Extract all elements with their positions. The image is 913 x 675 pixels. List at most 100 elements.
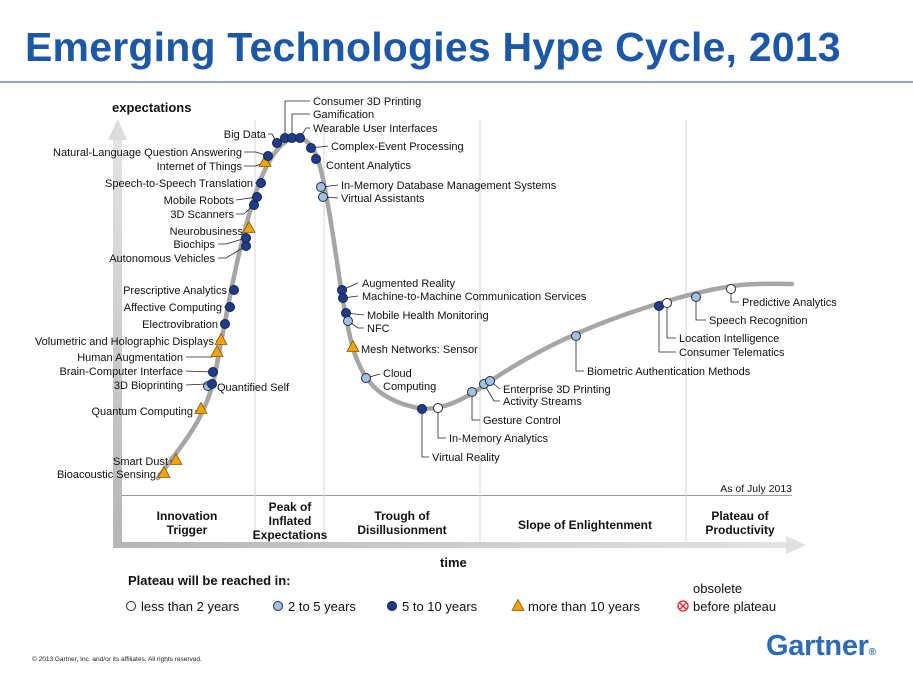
phase-plateau: Plateau of Productivity bbox=[705, 509, 775, 537]
tech-nfc-label: NFC bbox=[367, 323, 390, 335]
tech-content-analytics-label: Content Analytics bbox=[326, 160, 411, 172]
tech-enterprise-3d-printing-label: Enterprise 3D Printing bbox=[503, 384, 611, 396]
phase-peak: Peak of Inflated Expectations bbox=[253, 500, 328, 542]
tech-electrovibration-marker bbox=[220, 319, 230, 329]
registered-mark-icon: ® bbox=[868, 647, 876, 658]
tech-predictive-analytics-marker bbox=[726, 284, 736, 294]
tech-consumer-telematics-leader bbox=[658, 306, 676, 353]
tech-virtual-assistants-label: Virtual Assistants bbox=[341, 193, 425, 205]
tech-autonomous-vehicles-leader bbox=[218, 245, 247, 259]
tech-nfc-marker bbox=[343, 316, 353, 326]
tech-augmented-reality-label: Augmented Reality bbox=[362, 278, 455, 290]
tech-biometric-authentication-methods-marker bbox=[571, 331, 581, 341]
hype-curve bbox=[155, 135, 795, 481]
tech-location-intelligence-marker bbox=[662, 298, 672, 308]
legend-lt2-label: less than 2 years bbox=[141, 599, 240, 614]
legend-2to5-icon bbox=[273, 601, 283, 611]
tech-human-augmentation-marker bbox=[210, 344, 224, 357]
tech-biometric-authentication-methods-label: Biometric Authentication Methods bbox=[587, 366, 751, 378]
tech-affective-computing-label: Affective Computing bbox=[124, 302, 222, 314]
tech-3d-bioprinting-label: 3D Bioprinting bbox=[114, 380, 183, 392]
tech-biometric-authentication-methods-leader bbox=[575, 336, 584, 372]
tech-prescriptive-analytics-label: Prescriptive Analytics bbox=[123, 285, 227, 297]
tech-consumer-3d-printing-leader bbox=[284, 100, 310, 138]
tech-in-memory-analytics-marker bbox=[433, 403, 443, 413]
tech-bioacoustic-sensing-marker bbox=[157, 465, 171, 478]
tech-mesh-networks-sensor-marker bbox=[346, 339, 360, 352]
tech-smart-dust-label: Smart Dust bbox=[113, 456, 168, 468]
tech-in-memory-database-management-systems-marker bbox=[316, 182, 326, 192]
tech-brain-computer-interface-marker bbox=[208, 367, 218, 377]
tech-virtual-reality-leader bbox=[421, 409, 429, 458]
tech-in-memory-analytics-leader bbox=[437, 408, 446, 439]
tech-cloud-computing-label: Cloud Computing bbox=[383, 368, 436, 393]
tech-consumer-3d-printing-label: Consumer 3D Printing bbox=[313, 96, 421, 108]
tech-speech-to-speech-translation-label: Speech-to-Speech Translation bbox=[105, 178, 253, 190]
tech-natural-language-question-answering-marker bbox=[263, 151, 273, 161]
tech-machine-to-machine-communication-services-marker bbox=[338, 293, 348, 303]
legend-gt10-icon bbox=[511, 598, 525, 611]
tech-gesture-control-marker bbox=[467, 387, 477, 397]
tech-human-augmentation-label: Human Augmentation bbox=[77, 352, 183, 364]
legend-obsolete-label: before plateau bbox=[693, 599, 776, 614]
tech-3d-scanners-label: 3D Scanners bbox=[170, 209, 234, 221]
as-of-note: As of July 2013 bbox=[720, 483, 792, 495]
tech-biochips-leader bbox=[218, 237, 247, 245]
tech-gamification-leader bbox=[291, 113, 310, 138]
tech-volumetric-and-holographic-displays-label: Volumetric and Holographic Displays bbox=[35, 336, 215, 348]
x-axis bbox=[113, 495, 806, 554]
tech-autonomous-vehicles-label: Autonomous Vehicles bbox=[109, 253, 215, 265]
tech-gesture-control-leader bbox=[471, 392, 480, 421]
tech-consumer-telematics-label: Consumer Telematics bbox=[679, 347, 785, 359]
phase-innovation: Innovation Trigger bbox=[157, 509, 218, 537]
y-axis bbox=[108, 119, 127, 546]
tech-virtual-reality-marker bbox=[417, 404, 427, 414]
tech-quantified-self-label: Quantified Self bbox=[217, 382, 290, 394]
tech-content-analytics-marker bbox=[311, 154, 321, 164]
tech-bioacoustic-sensing-label: Bioacoustic Sensing bbox=[57, 469, 156, 481]
legend-heading: Plateau will be reached in: bbox=[128, 573, 291, 588]
tech-predictive-analytics-label: Predictive Analytics bbox=[742, 297, 837, 309]
tech-virtual-assistants-marker bbox=[318, 192, 328, 202]
tech-in-memory-analytics-label: In-Memory Analytics bbox=[449, 433, 549, 445]
tech-speech-recognition-marker bbox=[691, 292, 701, 302]
legend-5to10-icon bbox=[387, 601, 397, 611]
legend-2to5-label: 2 to 5 years bbox=[288, 599, 356, 614]
tech-activity-streams-leader bbox=[483, 383, 500, 402]
legend-5to10-label: 5 to 10 years bbox=[402, 599, 478, 614]
tech-mobile-robots-label: Mobile Robots bbox=[164, 195, 235, 207]
tech-activity-streams-label: Activity Streams bbox=[503, 396, 582, 408]
tech-gamification-label: Gamification bbox=[313, 109, 374, 121]
tech-cloud-computing-marker bbox=[361, 373, 371, 383]
tech-complex-event-processing-marker bbox=[306, 143, 316, 153]
tech-enterprise-3d-printing-marker bbox=[485, 376, 495, 386]
x-axis-label: time bbox=[440, 555, 467, 570]
tech-quantum-computing-marker bbox=[194, 401, 208, 414]
tech-smart-dust-marker bbox=[169, 452, 183, 465]
legend-gt10-label: more than 10 years bbox=[528, 599, 641, 614]
tech-mobile-robots-marker bbox=[252, 192, 262, 202]
tech-complex-event-processing-label: Complex-Event Processing bbox=[331, 141, 464, 153]
gartner-logo: Gartner® bbox=[766, 630, 876, 663]
tech-mesh-networks-sensor-label: Mesh Networks: Sensor bbox=[361, 344, 478, 356]
tech-3d-bioprinting-marker bbox=[207, 379, 217, 389]
legend-obsolete-icon bbox=[677, 600, 689, 612]
tech-neurobusiness-marker bbox=[242, 220, 256, 233]
phase-slope: Slope of Enlightenment bbox=[518, 518, 652, 532]
tech-volumetric-and-holographic-displays-marker bbox=[214, 332, 228, 345]
page-title: Emerging Technologies Hype Cycle, 2013 bbox=[25, 24, 841, 70]
copyright-notice: © 2013 Gartner, Inc. and/or its affiliat… bbox=[32, 656, 202, 663]
title-divider bbox=[0, 81, 913, 83]
tech-internet-of-things-label: Internet of Things bbox=[157, 161, 243, 173]
gartner-logo-text: Gartner bbox=[766, 630, 869, 662]
phase-trough: Trough of Disillusionment bbox=[357, 509, 446, 537]
tech-mobile-health-monitoring-label: Mobile Health Monitoring bbox=[367, 310, 489, 322]
legend-lt2-icon bbox=[126, 601, 136, 611]
tech-biochips-marker bbox=[241, 233, 251, 243]
tech-neurobusiness-label: Neurobusiness bbox=[170, 226, 244, 238]
tech-virtual-reality-label: Virtual Reality bbox=[432, 452, 500, 464]
phase-labels: Innovation Trigger Peak of Inflated Expectat… bbox=[157, 500, 775, 542]
y-axis-label: expectations bbox=[112, 100, 191, 115]
